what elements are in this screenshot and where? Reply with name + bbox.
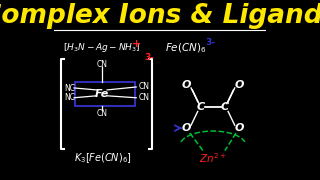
Text: CN: CN [96,60,107,69]
Text: CN: CN [139,93,150,102]
Text: $K_3[Fe(CN)_6]$: $K_3[Fe(CN)_6]$ [74,152,132,165]
Text: 3-: 3- [145,53,155,62]
Text: CN: CN [139,82,150,91]
Text: O: O [182,123,191,133]
Text: O: O [235,123,244,133]
Text: NC: NC [64,93,75,102]
Text: $Zn^{2+}$: $Zn^{2+}$ [199,152,227,165]
Text: C: C [197,102,205,112]
Bar [75,82,135,106]
Text: O: O [235,80,244,90]
Text: +: + [132,39,141,49]
Text: O: O [182,80,191,90]
Text: NC: NC [64,84,75,93]
Text: Complex Ions & Ligands: Complex Ions & Ligands [0,3,320,28]
Text: CN: CN [96,109,107,118]
Text: C: C [221,102,229,112]
Text: $[H_3N-Ag-NH_3]$: $[H_3N-Ag-NH_3]$ [63,41,140,54]
Text: 3-: 3- [205,38,215,47]
Text: Fe: Fe [95,89,109,99]
Text: $Fe(CN)_6$: $Fe(CN)_6$ [165,41,207,55]
